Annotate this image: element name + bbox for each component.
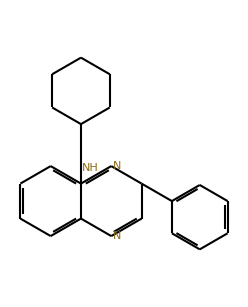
Text: N: N	[113, 161, 121, 171]
Text: NH: NH	[82, 163, 99, 173]
Text: N: N	[113, 231, 121, 241]
